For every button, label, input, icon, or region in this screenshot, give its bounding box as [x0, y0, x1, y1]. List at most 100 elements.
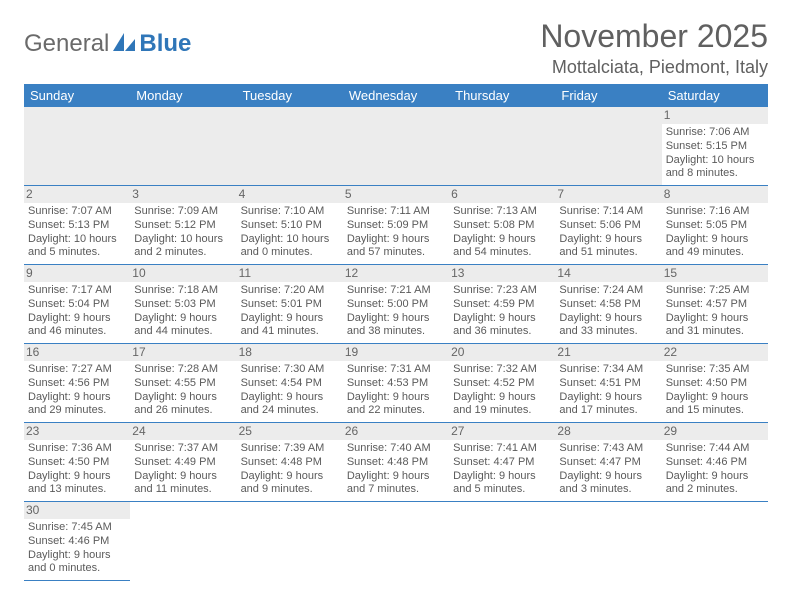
- sunset-line: Sunset: 4:50 PM: [28, 456, 109, 468]
- calendar-cell: 2Sunrise: 7:07 AMSunset: 5:13 PMDaylight…: [24, 186, 130, 265]
- sunset-line: Sunset: 4:54 PM: [241, 377, 322, 389]
- calendar-cell: 7Sunrise: 7:14 AMSunset: 5:06 PMDaylight…: [555, 186, 661, 265]
- calendar-cell: 16Sunrise: 7:27 AMSunset: 4:56 PMDayligh…: [24, 344, 130, 423]
- day-number: 24: [130, 423, 236, 440]
- day-number: 30: [24, 502, 130, 519]
- sunrise-line: Sunrise: 7:20 AM: [241, 284, 325, 296]
- daylight-line: Daylight: 9 hours and 22 minutes.: [347, 391, 430, 417]
- daylight-line: Daylight: 9 hours and 57 minutes.: [347, 233, 430, 259]
- calendar-cell: 25Sunrise: 7:39 AMSunset: 4:48 PMDayligh…: [237, 423, 343, 502]
- sunrise-line: Sunrise: 7:13 AM: [453, 205, 537, 217]
- day-number: 5: [343, 186, 449, 203]
- calendar-cell: 4Sunrise: 7:10 AMSunset: 5:10 PMDaylight…: [237, 186, 343, 265]
- sunrise-line: Sunrise: 7:27 AM: [28, 363, 112, 375]
- daylight-line: Daylight: 9 hours and 11 minutes.: [134, 470, 217, 496]
- calendar-cell: 18Sunrise: 7:30 AMSunset: 4:54 PMDayligh…: [237, 344, 343, 423]
- sunrise-line: Sunrise: 7:23 AM: [453, 284, 537, 296]
- daylight-line: Daylight: 9 hours and 38 minutes.: [347, 312, 430, 338]
- sunset-line: Sunset: 4:47 PM: [453, 456, 534, 468]
- calendar-cell: [130, 107, 236, 186]
- header: General Blue November 2025 Mottalciata, …: [24, 18, 768, 78]
- title-block: November 2025 Mottalciata, Piedmont, Ita…: [540, 18, 768, 78]
- daylight-line: Daylight: 9 hours and 51 minutes.: [559, 233, 642, 259]
- sunset-line: Sunset: 5:13 PM: [28, 219, 109, 231]
- calendar-cell: 19Sunrise: 7:31 AMSunset: 4:53 PMDayligh…: [343, 344, 449, 423]
- calendar-cell: 12Sunrise: 7:21 AMSunset: 5:00 PMDayligh…: [343, 265, 449, 344]
- calendar-cell: 5Sunrise: 7:11 AMSunset: 5:09 PMDaylight…: [343, 186, 449, 265]
- calendar-cell: [130, 502, 236, 581]
- calendar-cell: 24Sunrise: 7:37 AMSunset: 4:49 PMDayligh…: [130, 423, 236, 502]
- weekday-header: Monday: [130, 84, 236, 107]
- sunrise-line: Sunrise: 7:44 AM: [666, 442, 750, 454]
- calendar-row: 2Sunrise: 7:07 AMSunset: 5:13 PMDaylight…: [24, 186, 768, 265]
- calendar-cell: 13Sunrise: 7:23 AMSunset: 4:59 PMDayligh…: [449, 265, 555, 344]
- sunrise-line: Sunrise: 7:07 AM: [28, 205, 112, 217]
- sunrise-line: Sunrise: 7:16 AM: [666, 205, 750, 217]
- day-number: 3: [130, 186, 236, 203]
- sunset-line: Sunset: 4:57 PM: [666, 298, 747, 310]
- daylight-line: Daylight: 10 hours and 8 minutes.: [666, 154, 755, 180]
- sunrise-line: Sunrise: 7:45 AM: [28, 521, 112, 533]
- day-number: 15: [662, 265, 768, 282]
- sunrise-line: Sunrise: 7:35 AM: [666, 363, 750, 375]
- daylight-line: Daylight: 10 hours and 2 minutes.: [134, 233, 223, 259]
- day-number: 14: [555, 265, 661, 282]
- weekday-header: Wednesday: [343, 84, 449, 107]
- sunset-line: Sunset: 4:56 PM: [28, 377, 109, 389]
- calendar-row: 23Sunrise: 7:36 AMSunset: 4:50 PMDayligh…: [24, 423, 768, 502]
- page-title: November 2025: [540, 18, 768, 55]
- daylight-line: Daylight: 9 hours and 44 minutes.: [134, 312, 217, 338]
- daylight-line: Daylight: 9 hours and 0 minutes.: [28, 549, 111, 575]
- day-number: 28: [555, 423, 661, 440]
- sunrise-line: Sunrise: 7:09 AM: [134, 205, 218, 217]
- daylight-line: Daylight: 9 hours and 33 minutes.: [559, 312, 642, 338]
- sunset-line: Sunset: 5:06 PM: [559, 219, 640, 231]
- sunrise-line: Sunrise: 7:28 AM: [134, 363, 218, 375]
- sunset-line: Sunset: 4:52 PM: [453, 377, 534, 389]
- daylight-line: Daylight: 9 hours and 49 minutes.: [666, 233, 749, 259]
- sunrise-line: Sunrise: 7:39 AM: [241, 442, 325, 454]
- daylight-line: Daylight: 9 hours and 13 minutes.: [28, 470, 111, 496]
- day-number: 4: [237, 186, 343, 203]
- calendar-cell: [662, 502, 768, 581]
- calendar-cell: [237, 107, 343, 186]
- calendar-cell: 28Sunrise: 7:43 AMSunset: 4:47 PMDayligh…: [555, 423, 661, 502]
- calendar-cell: 26Sunrise: 7:40 AMSunset: 4:48 PMDayligh…: [343, 423, 449, 502]
- day-number: 1: [662, 107, 768, 124]
- sunrise-line: Sunrise: 7:21 AM: [347, 284, 431, 296]
- weekday-header: Friday: [555, 84, 661, 107]
- calendar-cell: 9Sunrise: 7:17 AMSunset: 5:04 PMDaylight…: [24, 265, 130, 344]
- daylight-line: Daylight: 9 hours and 54 minutes.: [453, 233, 536, 259]
- sunset-line: Sunset: 4:49 PM: [134, 456, 215, 468]
- calendar-cell: 30Sunrise: 7:45 AMSunset: 4:46 PMDayligh…: [24, 502, 130, 581]
- daylight-line: Daylight: 10 hours and 0 minutes.: [241, 233, 330, 259]
- sunset-line: Sunset: 5:04 PM: [28, 298, 109, 310]
- location: Mottalciata, Piedmont, Italy: [540, 57, 768, 78]
- daylight-line: Daylight: 9 hours and 24 minutes.: [241, 391, 324, 417]
- sunset-line: Sunset: 5:00 PM: [347, 298, 428, 310]
- calendar-cell: [343, 107, 449, 186]
- logo: General Blue: [24, 30, 191, 58]
- daylight-line: Daylight: 9 hours and 3 minutes.: [559, 470, 642, 496]
- sunrise-line: Sunrise: 7:36 AM: [28, 442, 112, 454]
- sunset-line: Sunset: 5:10 PM: [241, 219, 322, 231]
- weekday-header: Tuesday: [237, 84, 343, 107]
- sunset-line: Sunset: 4:55 PM: [134, 377, 215, 389]
- sunset-line: Sunset: 4:50 PM: [666, 377, 747, 389]
- daylight-line: Daylight: 9 hours and 41 minutes.: [241, 312, 324, 338]
- sunrise-line: Sunrise: 7:31 AM: [347, 363, 431, 375]
- sunrise-line: Sunrise: 7:25 AM: [666, 284, 750, 296]
- sunset-line: Sunset: 5:05 PM: [666, 219, 747, 231]
- calendar-cell: [449, 502, 555, 581]
- sunset-line: Sunset: 4:46 PM: [666, 456, 747, 468]
- sunrise-line: Sunrise: 7:41 AM: [453, 442, 537, 454]
- day-number: 21: [555, 344, 661, 361]
- day-number: 10: [130, 265, 236, 282]
- sunrise-line: Sunrise: 7:43 AM: [559, 442, 643, 454]
- sunset-line: Sunset: 4:48 PM: [241, 456, 322, 468]
- day-number: 25: [237, 423, 343, 440]
- sunrise-line: Sunrise: 7:18 AM: [134, 284, 218, 296]
- weekday-header-row: Sunday Monday Tuesday Wednesday Thursday…: [24, 84, 768, 107]
- sunset-line: Sunset: 5:01 PM: [241, 298, 322, 310]
- sunset-line: Sunset: 4:51 PM: [559, 377, 640, 389]
